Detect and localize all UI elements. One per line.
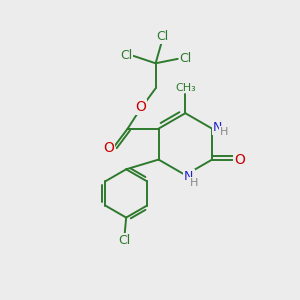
Text: N: N <box>213 121 222 134</box>
Text: CH₃: CH₃ <box>175 82 196 93</box>
Text: Cl: Cl <box>118 234 131 247</box>
Text: H: H <box>189 178 198 188</box>
Text: Cl: Cl <box>120 49 132 62</box>
Text: H: H <box>220 127 228 137</box>
Text: O: O <box>103 141 114 155</box>
Text: O: O <box>136 100 146 114</box>
Text: N: N <box>184 170 194 183</box>
Text: Cl: Cl <box>156 30 168 43</box>
Text: O: O <box>234 153 245 166</box>
Text: Cl: Cl <box>179 52 192 65</box>
